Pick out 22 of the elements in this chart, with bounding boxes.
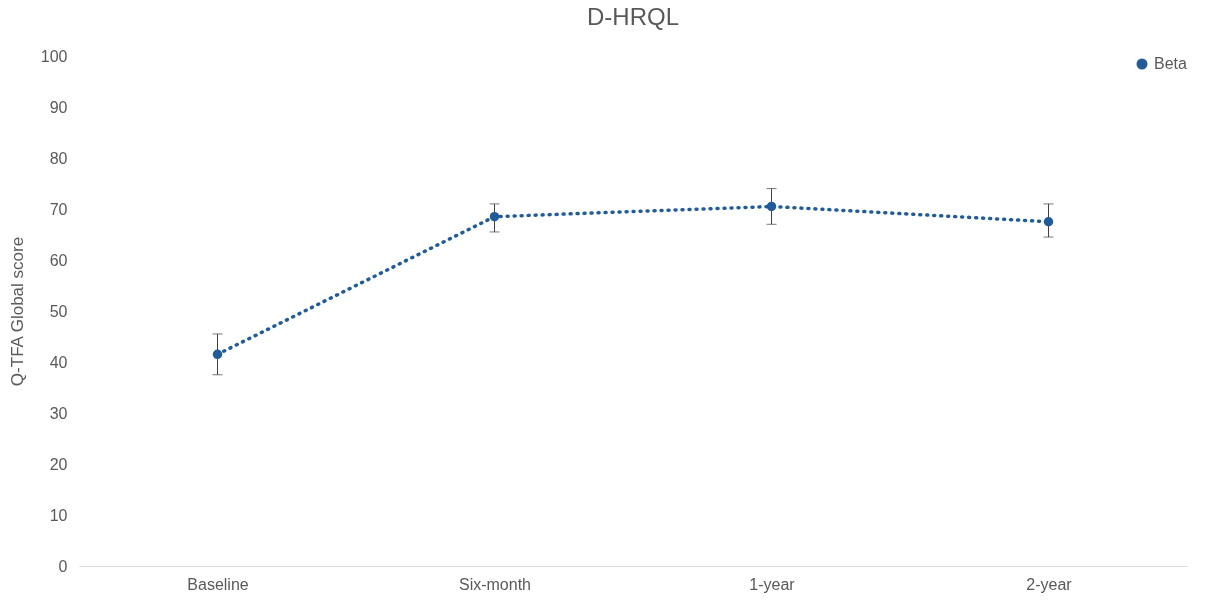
point (489, 211, 500, 222)
y-tick-label: 30 (49, 404, 68, 422)
x-tick-label: Baseline (187, 575, 249, 593)
y-tick-label: 90 (49, 98, 68, 116)
legend-label: Beta (1154, 55, 1188, 72)
y-axis-title: Q-TFA Global score (7, 236, 27, 387)
x-tick-label: 1-year (749, 575, 796, 593)
y-tick-label: 10 (49, 506, 68, 524)
y-tick-label: 100 (40, 47, 68, 65)
y-tick-label: 50 (49, 302, 68, 320)
y-tick-label: 80 (49, 149, 68, 167)
y-tick-label: 20 (49, 455, 68, 473)
point (212, 349, 223, 360)
chart-title: D-HRQL (586, 3, 680, 30)
y-tick-label: 40 (49, 353, 68, 371)
point (1043, 217, 1054, 227)
y-tick-label: 0 (58, 557, 68, 575)
y-tick-label: 70 (49, 200, 68, 218)
y-tick-label: 60 (49, 251, 68, 269)
point (766, 201, 777, 212)
x-tick-label: Six-month (458, 575, 532, 593)
x-tick-label: 2-year (1026, 575, 1073, 593)
